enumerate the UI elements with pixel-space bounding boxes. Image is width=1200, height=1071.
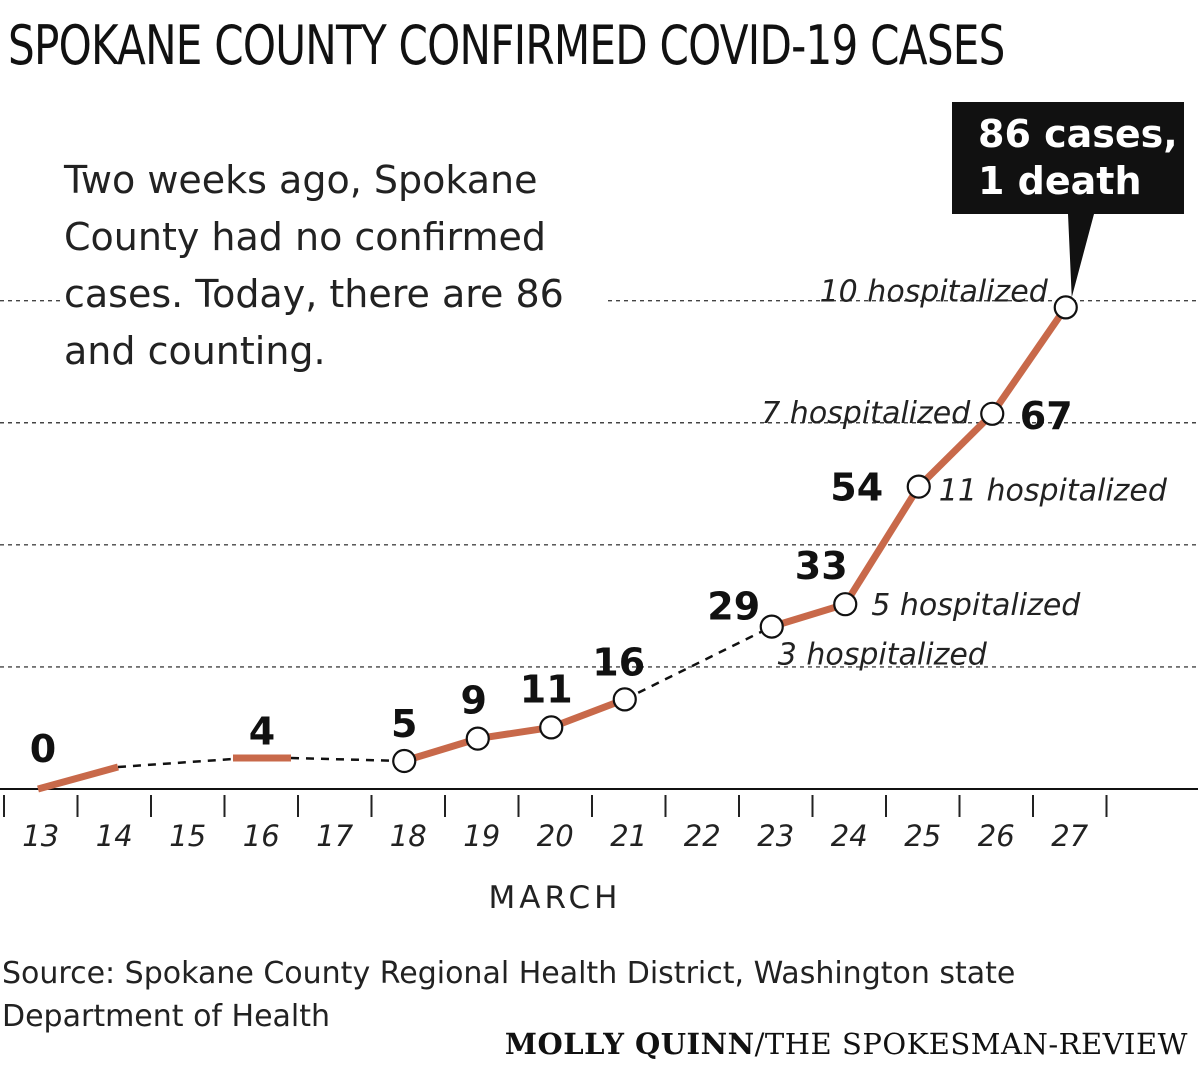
x-tick-label: 13	[22, 819, 59, 853]
credit-line: MOLLY QUINN/THE SPOKESMAN-REVIEW	[505, 1024, 1188, 1064]
x-tick-label: 14	[96, 819, 133, 853]
x-tick-label: 22	[684, 819, 721, 853]
cases-series	[37, 305, 1069, 793]
credit-outlet: /THE SPOKESMAN-REVIEW	[754, 1027, 1188, 1061]
hospitalized-label: 7 hospitalized	[761, 396, 971, 431]
value-label: 67	[1020, 394, 1073, 438]
segment-dashed	[117, 757, 234, 769]
value-label: 54	[830, 466, 883, 510]
segment-solid	[37, 763, 119, 793]
value-label: 9	[461, 679, 487, 723]
data-point	[759, 614, 784, 639]
data-point	[392, 748, 417, 774]
data-point	[980, 401, 1005, 426]
data-point	[906, 474, 931, 499]
callout-box	[952, 102, 1184, 298]
data-point	[1053, 295, 1078, 320]
source-note: Source: Spokane County Regional Health D…	[2, 956, 1016, 1034]
data-point	[612, 687, 637, 712]
callout-text: 86 cases,	[978, 112, 1178, 156]
x-tick-label: 24	[831, 819, 868, 853]
x-tick-label: 18	[390, 819, 427, 853]
x-tick-label: 15	[169, 819, 206, 853]
value-label: 16	[592, 640, 645, 684]
segment-solid	[842, 484, 922, 607]
x-tick-label: 20	[537, 819, 574, 853]
hospitalized-label: 5 hospitalized	[871, 588, 1081, 623]
segment-dashed	[624, 625, 773, 701]
segment-solid	[770, 600, 847, 630]
value-label: 11	[520, 667, 573, 711]
data-labels: 0 4 59 11 16 29 33 54 67 3 hospitalized 5 hospital…	[30, 274, 1168, 771]
x-tick-label: 16	[243, 819, 280, 853]
segment-dashed	[290, 756, 405, 763]
segment-solid	[916, 411, 995, 490]
callout-text: 1 death	[978, 159, 1142, 203]
x-axis-label: MARCH	[489, 880, 622, 916]
credit-author: MOLLY QUINN	[504, 1027, 755, 1061]
x-tick-label: 27	[1051, 819, 1088, 853]
data-points	[392, 295, 1078, 774]
x-tick-label: 26	[978, 819, 1015, 853]
segment-solid	[989, 305, 1069, 416]
hospitalized-label: 11 hospitalized	[939, 474, 1168, 509]
x-tick-label: 19	[463, 819, 500, 853]
data-point	[539, 715, 564, 740]
value-label: 4	[249, 710, 275, 754]
x-axis: 13 14 15 16 17 18 19 20 21 22 23 24 25 26 27 MARCH	[0, 788, 1198, 916]
latest-callout: 86 cases,1 death	[952, 102, 1184, 298]
segment-solid	[477, 723, 552, 743]
value-label: 5	[391, 702, 417, 746]
hospitalized-label: 10 hospitalized	[820, 274, 1049, 309]
chart-title: SPOKANE COUNTY CONFIRMED COVID-19 CASES	[8, 14, 1005, 77]
x-tick-label: 17	[316, 819, 353, 853]
data-point	[833, 592, 858, 617]
segment-solid	[550, 696, 626, 731]
data-point	[465, 726, 490, 751]
x-tick-label: 25	[904, 819, 941, 853]
x-tick-label: 23	[757, 819, 794, 853]
hospitalized-label: 3 hospitalized	[778, 638, 988, 673]
value-label: 0	[30, 727, 56, 771]
x-tick-label: 21	[610, 819, 647, 853]
value-label: 29	[707, 585, 760, 629]
segment-solid	[403, 735, 479, 765]
value-label: 33	[795, 544, 848, 588]
intro-text: Two weeks ago, Spokane County had no con…	[64, 152, 604, 380]
